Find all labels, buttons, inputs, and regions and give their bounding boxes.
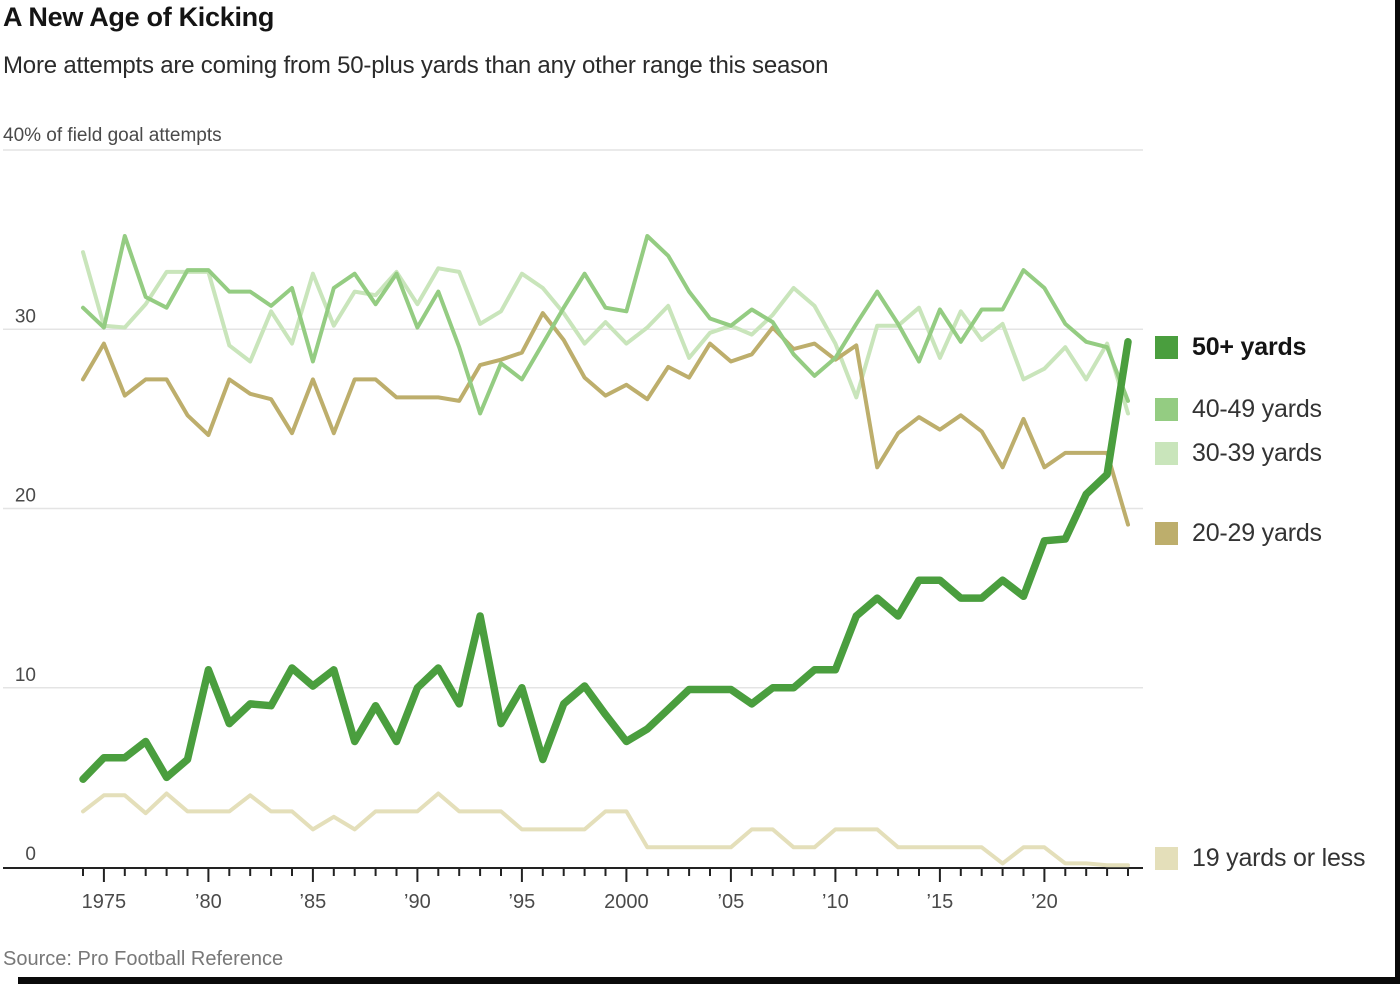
x-tick-label-2020: ’20 [1031,891,1058,913]
frame-edge-bottom [18,977,1400,984]
source-note: Source: Pro Football Reference [3,948,284,970]
chart-legend: 50+ yards 40-49 yards 30-39 yards 20-29 … [1155,0,1400,984]
series-line-30-39-yards [81,250,1130,416]
legend-swatch-50plus [1155,336,1178,359]
legend-swatch-30-39 [1155,442,1178,465]
legend-label: 40-49 yards [1192,395,1322,423]
legend-item-50plus: 50+ yards [1155,333,1306,362]
y-tick-label-10: 10 [15,665,36,686]
legend-item-30-39: 30-39 yards [1155,439,1322,468]
legend-item-20-29: 20-29 yards [1155,519,1322,548]
frame-edge-right [1395,0,1400,984]
legend-label: 20-29 yards [1192,519,1322,547]
legend-label: 30-39 yards [1192,439,1322,467]
x-tick-label-2015: ’15 [927,891,954,913]
y-tick-label-30: 30 [15,306,36,327]
x-tick-label-2000: 2000 [604,891,649,913]
x-tick-label-1985: ’85 [300,891,327,913]
y-tick-label-0: 0 [25,844,36,865]
chart-subtitle: More attempts are coming from 50-plus ya… [3,52,829,79]
page-title: A New Age of Kicking [3,2,275,32]
legend-item-19-less: 19 yards or less [1155,844,1365,873]
series-line-20-29-yards [81,311,1130,527]
y-axis-unit-label: 40% of field goal attempts [3,125,222,146]
x-tick-label-1990: ’90 [404,891,431,913]
legend-swatch-20-29 [1155,522,1178,545]
x-tick-label-1975: 1975 [82,891,127,913]
x-tick-label-2010: ’10 [822,891,849,913]
x-tick-label-1995: ’95 [509,891,536,913]
series-line-50-yards [79,338,1132,783]
legend-item-40-49: 40-49 yards [1155,395,1322,424]
series-line-40-49-yards [81,234,1130,416]
legend-swatch-19-less [1155,847,1178,870]
legend-swatch-40-49 [1155,398,1178,421]
x-tick-label-2005: ’05 [718,891,745,913]
legend-label: 50+ yards [1192,333,1307,361]
legend-label: 19 yards or less [1192,844,1366,872]
y-tick-label-20: 20 [15,486,36,507]
series-line-19-yards-or-less [81,791,1130,868]
x-tick-label-1980: ’80 [195,891,222,913]
